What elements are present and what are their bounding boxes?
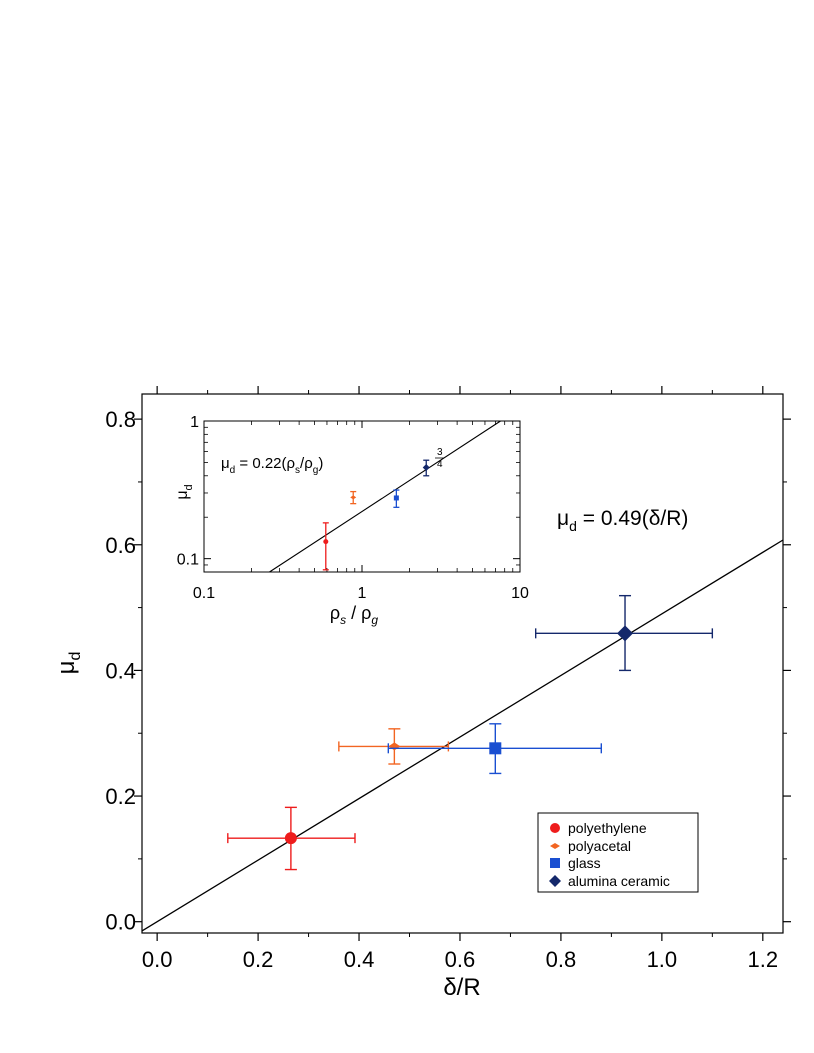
inset-y-tick-label: 1	[190, 414, 199, 431]
y-tick-label: 0.2	[105, 784, 136, 809]
marker-square	[489, 742, 502, 755]
data-point-polyacetal	[338, 728, 450, 765]
legend-box	[537, 812, 699, 893]
legend-marker-polyethylene	[550, 823, 560, 833]
inset-fit-line-path	[269, 420, 501, 573]
marker-circle	[284, 832, 297, 845]
legend-label-polyethylene: polyethylene	[568, 820, 647, 836]
inset-point-polyacetal	[350, 490, 357, 505]
main-fit-equation: μd = 0.49(δ/R)	[557, 507, 688, 534]
x-tick-label: 0.0	[142, 947, 173, 972]
inset-x-axis-label: ρs / ρg	[330, 603, 379, 627]
marker-diamond	[617, 625, 634, 642]
legend-label-alumina-ceramic: alumina ceramic	[568, 873, 670, 889]
legend: polyethylene polyacetal glass alumina ce…	[537, 812, 699, 893]
main-fit-line-path	[141, 539, 784, 932]
y-tick-label: 0.8	[105, 407, 136, 432]
inset-x-tick-label: 10	[511, 585, 529, 602]
x-tick-label: 0.6	[445, 947, 476, 972]
y-tick-label: 0.6	[105, 533, 136, 558]
main-axis-tick-labels: 0.0 0.2 0.4 0.6 0.8 1.0 1.2 0.0 0.2 0.4 0.6 0.8	[105, 407, 778, 972]
legend-marker-alumina-ceramic	[549, 875, 561, 887]
inset-fit-exponent-numerator: 3	[437, 447, 443, 458]
x-tick-label: 1.2	[748, 947, 779, 972]
inset-marker-circle	[323, 539, 329, 545]
legend-marker-polyacetal	[550, 843, 560, 849]
inset-y-axis-label: μd	[174, 484, 195, 499]
inset-point-glass	[393, 489, 400, 508]
inset-marker-diamond	[422, 464, 430, 472]
inset-x-tick-label: 0.1	[193, 585, 215, 602]
inset-point-alumina-ceramic	[422, 459, 430, 477]
legend-marker-glass	[550, 858, 560, 868]
x-tick-label: 0.8	[546, 947, 577, 972]
inset-plot-frame	[203, 420, 521, 573]
inset-axis-ticks	[203, 420, 521, 573]
inset-point-polyethylene	[322, 522, 329, 571]
legend-label-polyacetal: polyacetal	[568, 838, 631, 854]
y-tick-label: 0.4	[105, 658, 136, 683]
y-tick-label: 0.0	[105, 910, 136, 935]
main-data-points	[227, 594, 714, 871]
legend-label-glass: glass	[568, 855, 601, 871]
inset-fit-exponent-denominator: 4	[437, 459, 443, 470]
inset-fit-equation: μd = 0.22(ρs/ρg)	[221, 455, 323, 476]
inset-fit-line	[269, 420, 501, 573]
data-point-alumina-ceramic	[534, 594, 714, 672]
inset-x-tick-label: 1	[358, 585, 367, 602]
inset-y-tick-label: 0.1	[177, 552, 199, 569]
main-y-axis-label: μd	[53, 652, 84, 675]
x-tick-label: 1.0	[647, 947, 678, 972]
inset-marker-diamond-small	[350, 495, 357, 500]
x-tick-label: 0.4	[344, 947, 375, 972]
main-fit-line	[141, 539, 784, 932]
inset-axis-tick-labels: 0.1 1 10 0.1 1	[177, 414, 529, 602]
marker-diamond-small	[388, 742, 401, 751]
x-tick-label: 0.2	[243, 947, 274, 972]
inset-marker-square	[393, 495, 399, 501]
main-axis-ticks	[134, 386, 791, 941]
inset-data-points	[322, 459, 430, 571]
main-plot-frame	[141, 393, 784, 934]
data-point-glass	[387, 723, 602, 775]
data-point-polyethylene	[227, 806, 356, 871]
main-x-axis-label: δ/R	[443, 974, 480, 1001]
